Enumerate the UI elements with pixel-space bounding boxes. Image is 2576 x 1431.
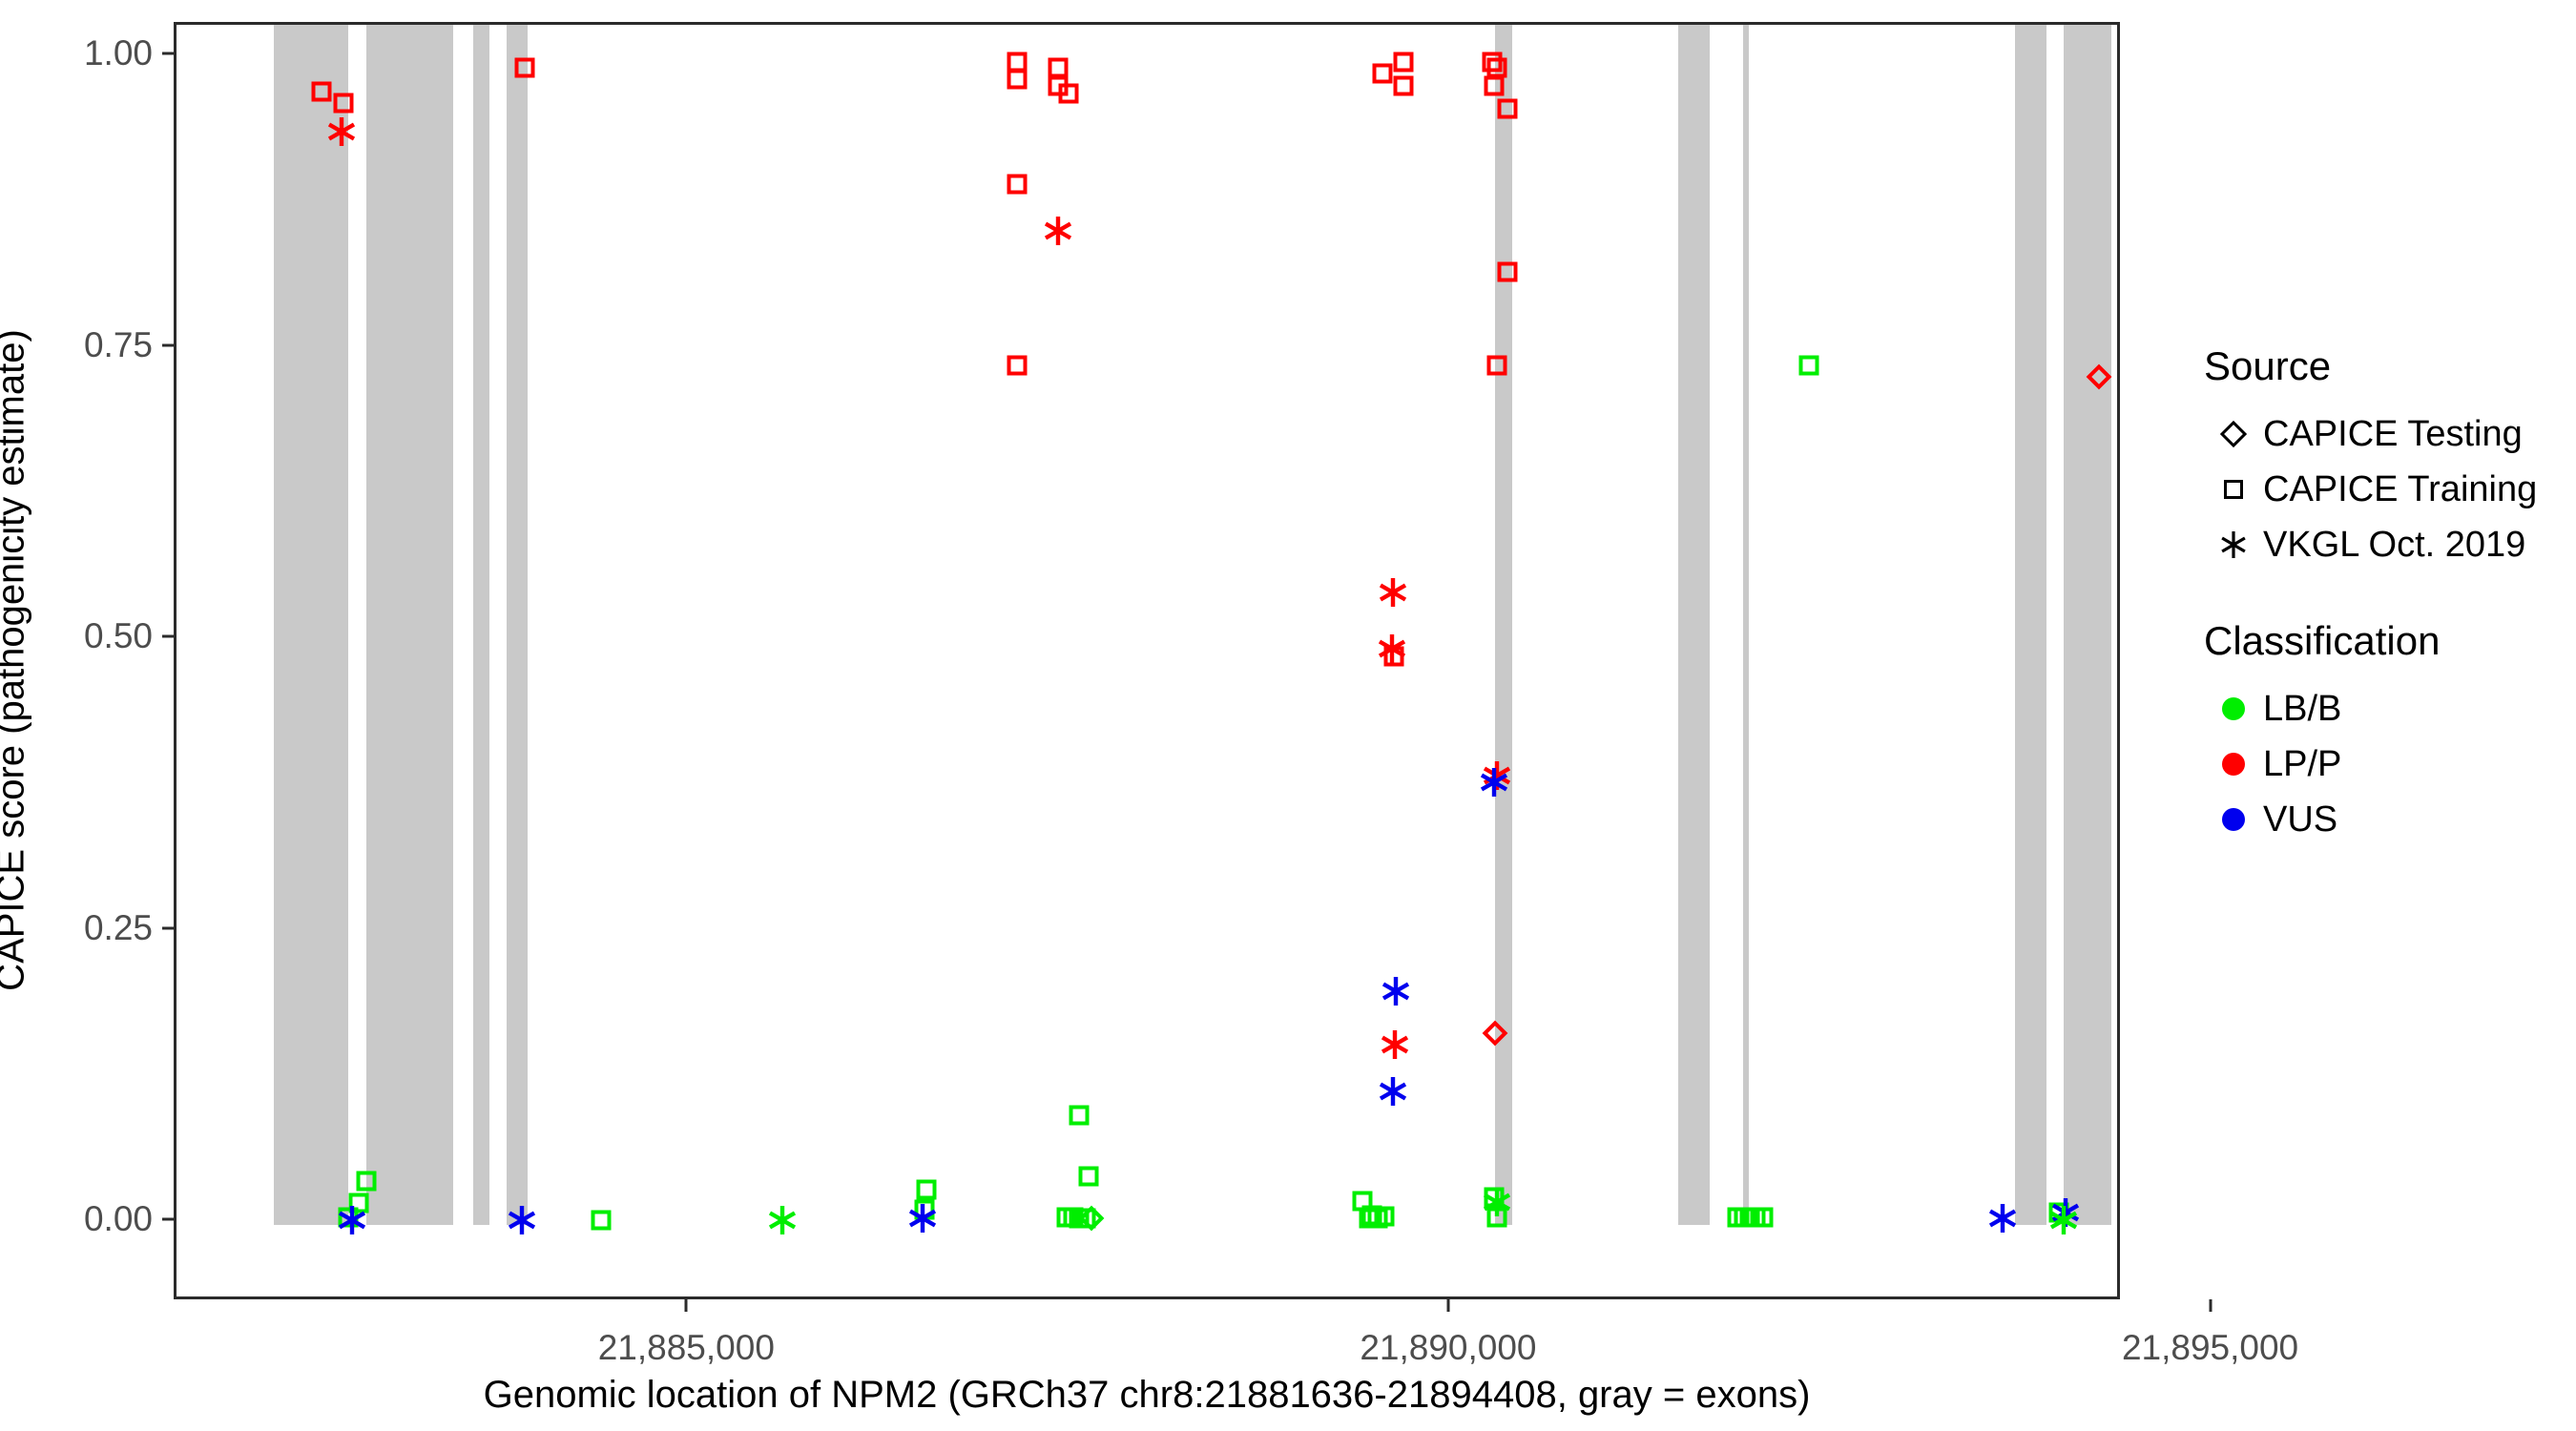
square-icon (2204, 462, 2263, 517)
data-point (1056, 1207, 1077, 1228)
exon-band (2014, 25, 2047, 1225)
data-point (1078, 1166, 1099, 1187)
y-tick-label: 0.75 (83, 324, 153, 364)
plot-panel (174, 22, 2120, 1299)
x-tick-mark (2209, 1299, 2212, 1312)
exon-band (2064, 25, 2111, 1225)
data-point (1352, 1191, 1373, 1212)
legend-item-lb-b[interactable]: LB/B (2204, 681, 2566, 736)
data-point (591, 1210, 612, 1231)
data-point (1361, 1205, 1382, 1226)
x-tick-label: 21,885,000 (597, 1328, 775, 1367)
exon-band (1495, 25, 1512, 1225)
data-point (1367, 1208, 1388, 1229)
y-tick-label: 0.50 (83, 616, 153, 655)
data-point (1078, 1205, 1105, 1232)
legend-item-vus[interactable]: VUS (2204, 792, 2566, 847)
data-point (766, 1204, 799, 1236)
y-tick-mark (162, 52, 174, 55)
y-tick-mark (162, 926, 174, 929)
data-point (1393, 52, 1414, 73)
legend: Source CAPICE Testing CAPICE Training (2204, 343, 2566, 893)
data-point (1042, 215, 1074, 247)
data-point (1753, 1207, 1774, 1228)
x-tick-label: 21,890,000 (1360, 1328, 1537, 1367)
data-point (914, 1199, 935, 1220)
data-point (1007, 69, 1028, 90)
data-point (1393, 75, 1414, 96)
exon-band (273, 25, 349, 1225)
y-tick-mark (162, 634, 174, 638)
y-axis-title: CAPICE score (pathogenicity estimate) (0, 329, 32, 991)
legend-item-label: LP/P (2263, 743, 2342, 784)
legend-item-label: CAPICE Testing (2263, 413, 2523, 454)
y-tick-mark (162, 343, 174, 346)
exon-band (365, 25, 453, 1225)
data-point (1048, 75, 1069, 96)
data-point (1069, 1105, 1090, 1126)
legend-group-source: Source CAPICE Testing CAPICE Training (2204, 343, 2566, 572)
data-point (1798, 355, 1819, 376)
dot-icon (2204, 736, 2263, 792)
legend-group-classification: Classification LB/B LP/P VUS (2204, 618, 2566, 847)
data-point (1007, 355, 1028, 376)
data-point (1374, 1206, 1395, 1227)
legend-item-lp-p[interactable]: LP/P (2204, 736, 2566, 792)
data-point (1007, 52, 1028, 73)
data-point (1372, 63, 1393, 84)
y-tick-label: 0.25 (83, 907, 153, 947)
y-tick-mark (162, 1217, 174, 1221)
legend-item-label: CAPICE Training (2263, 468, 2538, 509)
x-tick-label: 21,895,000 (2121, 1328, 2299, 1367)
legend-item-label: VUS (2263, 798, 2338, 840)
legend-title-classification: Classification (2204, 618, 2441, 663)
data-point (916, 1179, 937, 1200)
data-point (1377, 1075, 1409, 1108)
exon-band (1742, 25, 1750, 1225)
data-point (906, 1202, 939, 1234)
data-point (1007, 174, 1028, 195)
legend-item-capice-testing[interactable]: CAPICE Testing (2204, 406, 2566, 462)
legend-title-source: Source (2204, 343, 2332, 388)
data-point (1377, 576, 1409, 609)
data-point (1063, 1207, 1084, 1228)
x-tick-mark (684, 1299, 688, 1312)
data-point (1069, 1208, 1090, 1229)
x-tick-mark (1446, 1299, 1450, 1312)
diamond-icon (2204, 406, 2263, 462)
data-point (1048, 57, 1069, 78)
legend-item-label: LB/B (2263, 688, 2342, 729)
data-point (1379, 1028, 1411, 1061)
data-point (1075, 1208, 1096, 1229)
data-point (1359, 1208, 1380, 1229)
data-point (1058, 83, 1079, 104)
y-tick-label: 1.00 (83, 33, 153, 73)
exon-band (506, 25, 528, 1225)
data-point (1383, 646, 1404, 667)
y-tick-label: 0.00 (83, 1199, 153, 1238)
exon-band (1677, 25, 1711, 1225)
dot-icon (2204, 792, 2263, 847)
legend-item-capice-training[interactable]: CAPICE Training (2204, 462, 2566, 517)
dot-icon (2204, 681, 2263, 736)
legend-item-vkgl-oct-2019[interactable]: VKGL Oct. 2019 (2204, 517, 2566, 572)
x-axis-title: Genomic location of NPM2 (GRCh37 chr8:21… (483, 1374, 1811, 1416)
asterisk-icon (2204, 517, 2263, 572)
exon-band (473, 25, 490, 1225)
legend-item-label: VKGL Oct. 2019 (2263, 524, 2526, 565)
data-point (1380, 975, 1412, 1007)
data-point (1376, 633, 1408, 665)
